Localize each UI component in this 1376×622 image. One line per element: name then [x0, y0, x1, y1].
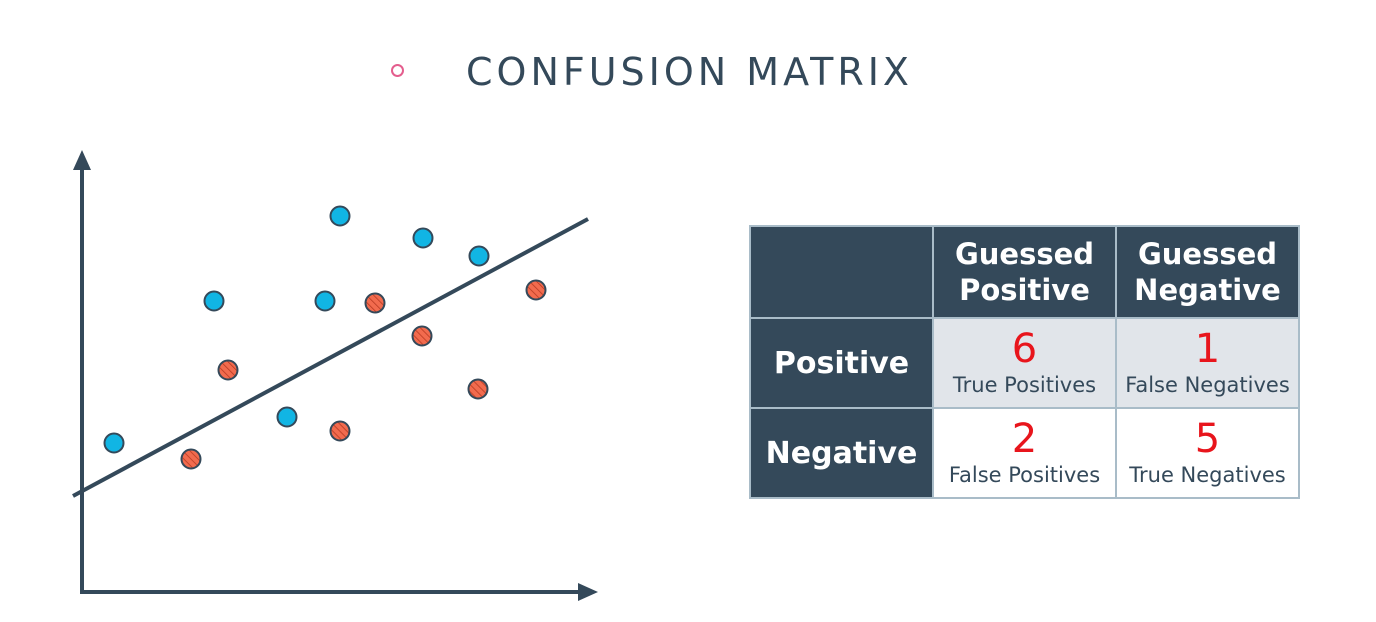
matrix-corner [749, 225, 934, 319]
scatter-diagram [72, 150, 598, 601]
row-header-negative: Negative [749, 407, 934, 499]
x-axis-arrow-icon [578, 583, 598, 601]
count-false-negatives: 1 [1194, 326, 1221, 372]
col-header-guessed-negative: Guessed Negative [1115, 225, 1300, 319]
count-true-negatives: 5 [1194, 416, 1221, 462]
positive-point [468, 245, 490, 267]
negative-point [217, 359, 239, 381]
col-header-guessed-positive: Guessed Positive [932, 225, 1117, 319]
label-true-negatives: True Negatives [1129, 463, 1286, 487]
data-points [103, 205, 547, 470]
cell-true-positives: 6 True Positives [932, 317, 1117, 409]
cell-false-positives: 2 False Positives [932, 407, 1117, 499]
positive-point [412, 227, 434, 249]
count-true-positives: 6 [1011, 326, 1038, 372]
negative-point [180, 448, 202, 470]
positive-point [203, 290, 225, 312]
label-false-positives: False Positives [948, 463, 1101, 487]
negative-point [467, 378, 489, 400]
positive-point [103, 432, 125, 454]
confusion-matrix: Guessed Positive Guessed Negative Positi… [749, 225, 1300, 499]
count-false-positives: 2 [1011, 416, 1038, 462]
row-header-positive: Positive [749, 317, 934, 409]
positive-point [276, 406, 298, 428]
label-true-positives: True Positives [952, 373, 1097, 397]
negative-point [364, 292, 386, 314]
page-title: CONFUSION MATRIX [466, 50, 913, 94]
cell-true-negatives: 5 True Negatives [1115, 407, 1300, 499]
matrix-row-positive: Positive 6 True Positives 1 False Negati… [749, 317, 1300, 409]
title-bullet-icon [391, 64, 404, 77]
cell-false-negatives: 1 False Negatives [1115, 317, 1300, 409]
matrix-row-negative: Negative 2 False Positives 5 True Negati… [749, 407, 1300, 499]
positive-point [329, 205, 351, 227]
decision-boundary [72, 217, 589, 498]
axes [73, 150, 598, 601]
negative-point [411, 325, 433, 347]
label-false-negatives: False Negatives [1125, 373, 1290, 397]
negative-point [525, 279, 547, 301]
y-axis-arrow-icon [73, 150, 91, 170]
matrix-header-row: Guessed Positive Guessed Negative [749, 225, 1300, 319]
negative-point [329, 420, 351, 442]
positive-point [314, 290, 336, 312]
